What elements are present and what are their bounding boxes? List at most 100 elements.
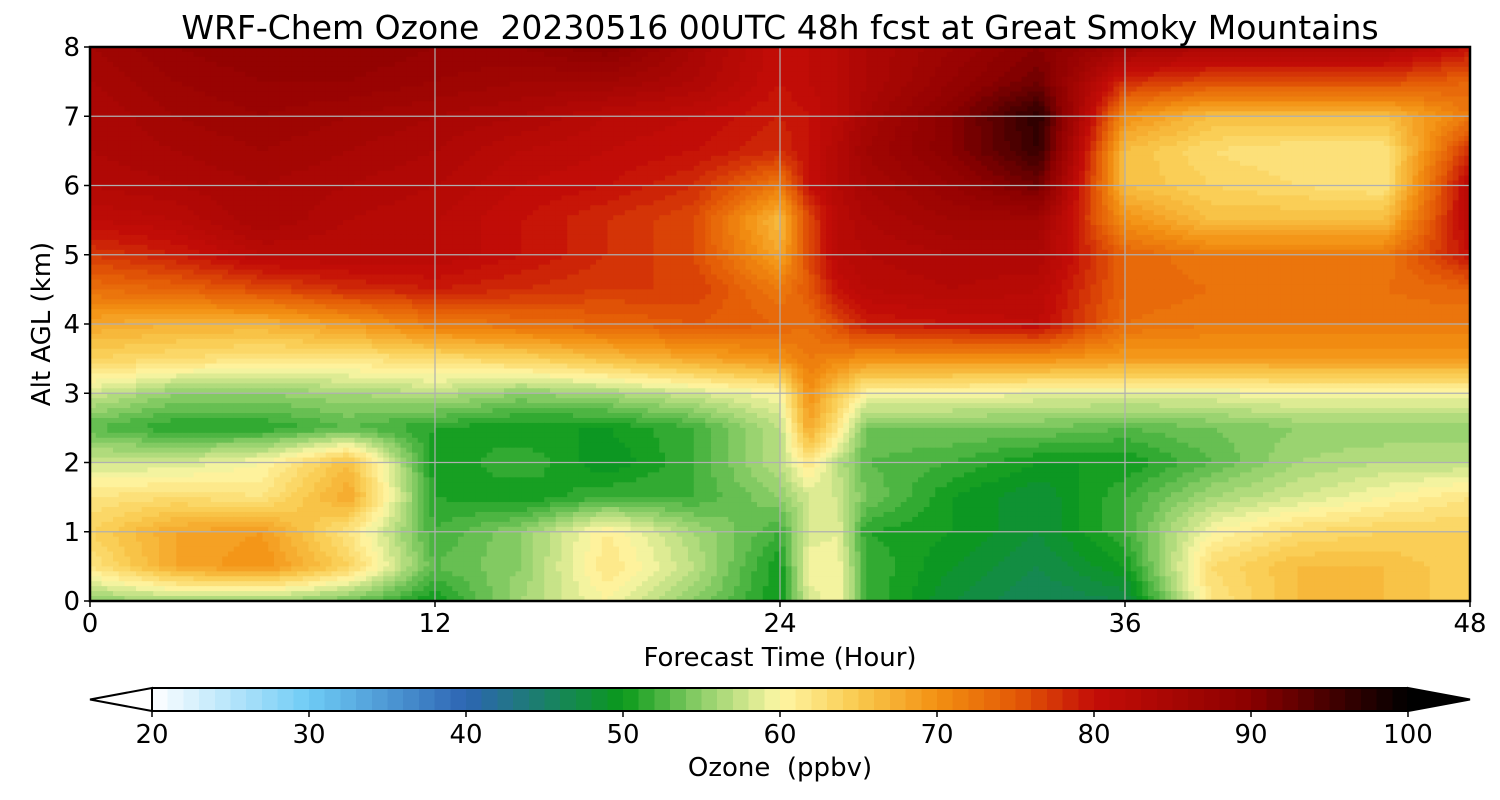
field-cell [532, 101, 540, 107]
field-cell [538, 51, 545, 58]
field-cell [797, 47, 804, 53]
field-cell [348, 56, 356, 63]
field-cell [688, 86, 695, 93]
field-cell [711, 145, 718, 152]
field-cell [739, 81, 747, 88]
field-cell [1010, 91, 1017, 98]
field-cell [1435, 86, 1442, 93]
field-cell [1136, 91, 1143, 98]
field-cell [394, 145, 402, 152]
field-cell [141, 136, 149, 142]
field-cell [153, 106, 160, 112]
field-cell [1090, 126, 1097, 132]
field-cell [1424, 81, 1431, 88]
field-cell [199, 126, 206, 132]
field-cell [440, 111, 448, 117]
field-cell [481, 140, 488, 147]
field-cell [820, 136, 827, 142]
field-cell [1263, 131, 1270, 137]
field-cell [1441, 66, 1448, 73]
field-cell [498, 47, 505, 53]
field-cell [1050, 71, 1057, 78]
field-cell [601, 56, 609, 63]
field-cell [268, 81, 275, 88]
field-cell [544, 66, 551, 73]
field-cell [739, 116, 747, 122]
field-cell [1309, 111, 1316, 117]
field-cell [371, 96, 379, 103]
field-cell [1314, 61, 1322, 68]
field-cell [262, 126, 269, 132]
field-cell [1234, 66, 1241, 73]
field-cell [343, 140, 350, 147]
field-cell [170, 126, 177, 132]
field-cell [141, 56, 149, 63]
field-cell [843, 47, 850, 53]
field-cell [492, 96, 499, 103]
field-cell [354, 91, 361, 98]
field-cell [1061, 81, 1069, 88]
field-cell [854, 47, 862, 53]
field-cell [699, 101, 706, 107]
field-cell [1360, 101, 1368, 107]
field-cell [394, 66, 402, 73]
field-cell [1424, 76, 1431, 83]
field-cell [578, 111, 586, 117]
field-cell [147, 61, 154, 68]
field-cell [1027, 71, 1034, 78]
field-cell [1125, 136, 1132, 142]
field-cell [481, 101, 488, 107]
field-cell [1332, 116, 1339, 122]
field-cell [1107, 111, 1115, 117]
field-cell [1326, 47, 1333, 53]
field-cell [981, 51, 988, 58]
field-cell [1274, 71, 1281, 78]
field-cell [302, 51, 310, 58]
field-cell [256, 76, 264, 83]
field-cell [1165, 81, 1172, 88]
field-cell [665, 61, 672, 68]
field-cell [1148, 101, 1155, 107]
field-cell [676, 76, 683, 83]
field-cell [1217, 47, 1224, 53]
field-cell [314, 76, 321, 83]
field-cell [199, 91, 206, 98]
field-cell [1263, 51, 1270, 58]
field-cell [1176, 136, 1184, 142]
field-cell [923, 47, 931, 53]
field-cell [320, 126, 327, 132]
field-cell [538, 61, 545, 68]
field-cell [1188, 116, 1195, 122]
field-cell [170, 131, 177, 137]
field-cell [1142, 76, 1149, 83]
field-cell [107, 121, 114, 127]
field-cell [711, 101, 718, 107]
field-cell [1153, 81, 1161, 88]
field-cell [222, 121, 229, 127]
field-cell [952, 66, 959, 73]
field-cell [1435, 116, 1442, 122]
field-cell [1291, 136, 1299, 142]
field-cell [1464, 51, 1470, 58]
field-cell [458, 81, 465, 88]
field-cell [176, 111, 183, 117]
field-cell [607, 131, 614, 137]
field-cell [1056, 111, 1063, 117]
field-cell [1378, 111, 1385, 117]
field-cell [1435, 96, 1442, 103]
field-cell [1280, 121, 1287, 127]
field-cell [1136, 81, 1143, 88]
field-cell [1021, 61, 1028, 68]
field-cell [469, 140, 476, 147]
field-cell [969, 116, 977, 122]
field-cell [1084, 51, 1092, 58]
field-cell [849, 121, 856, 127]
field-cell [964, 47, 971, 53]
field-cell [699, 106, 706, 112]
field-cell [1079, 116, 1086, 122]
field-cell [900, 61, 908, 68]
field-cell [751, 106, 758, 112]
field-cell [992, 101, 1000, 107]
field-cell [1182, 47, 1189, 53]
field-cell [285, 66, 292, 73]
